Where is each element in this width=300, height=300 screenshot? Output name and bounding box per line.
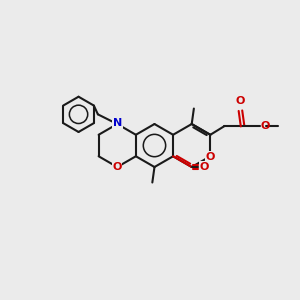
Text: O: O	[112, 162, 122, 172]
Text: O: O	[199, 162, 208, 172]
Text: O: O	[236, 96, 245, 106]
Text: O: O	[261, 121, 270, 131]
Text: N: N	[113, 118, 122, 128]
Text: O: O	[206, 152, 215, 162]
